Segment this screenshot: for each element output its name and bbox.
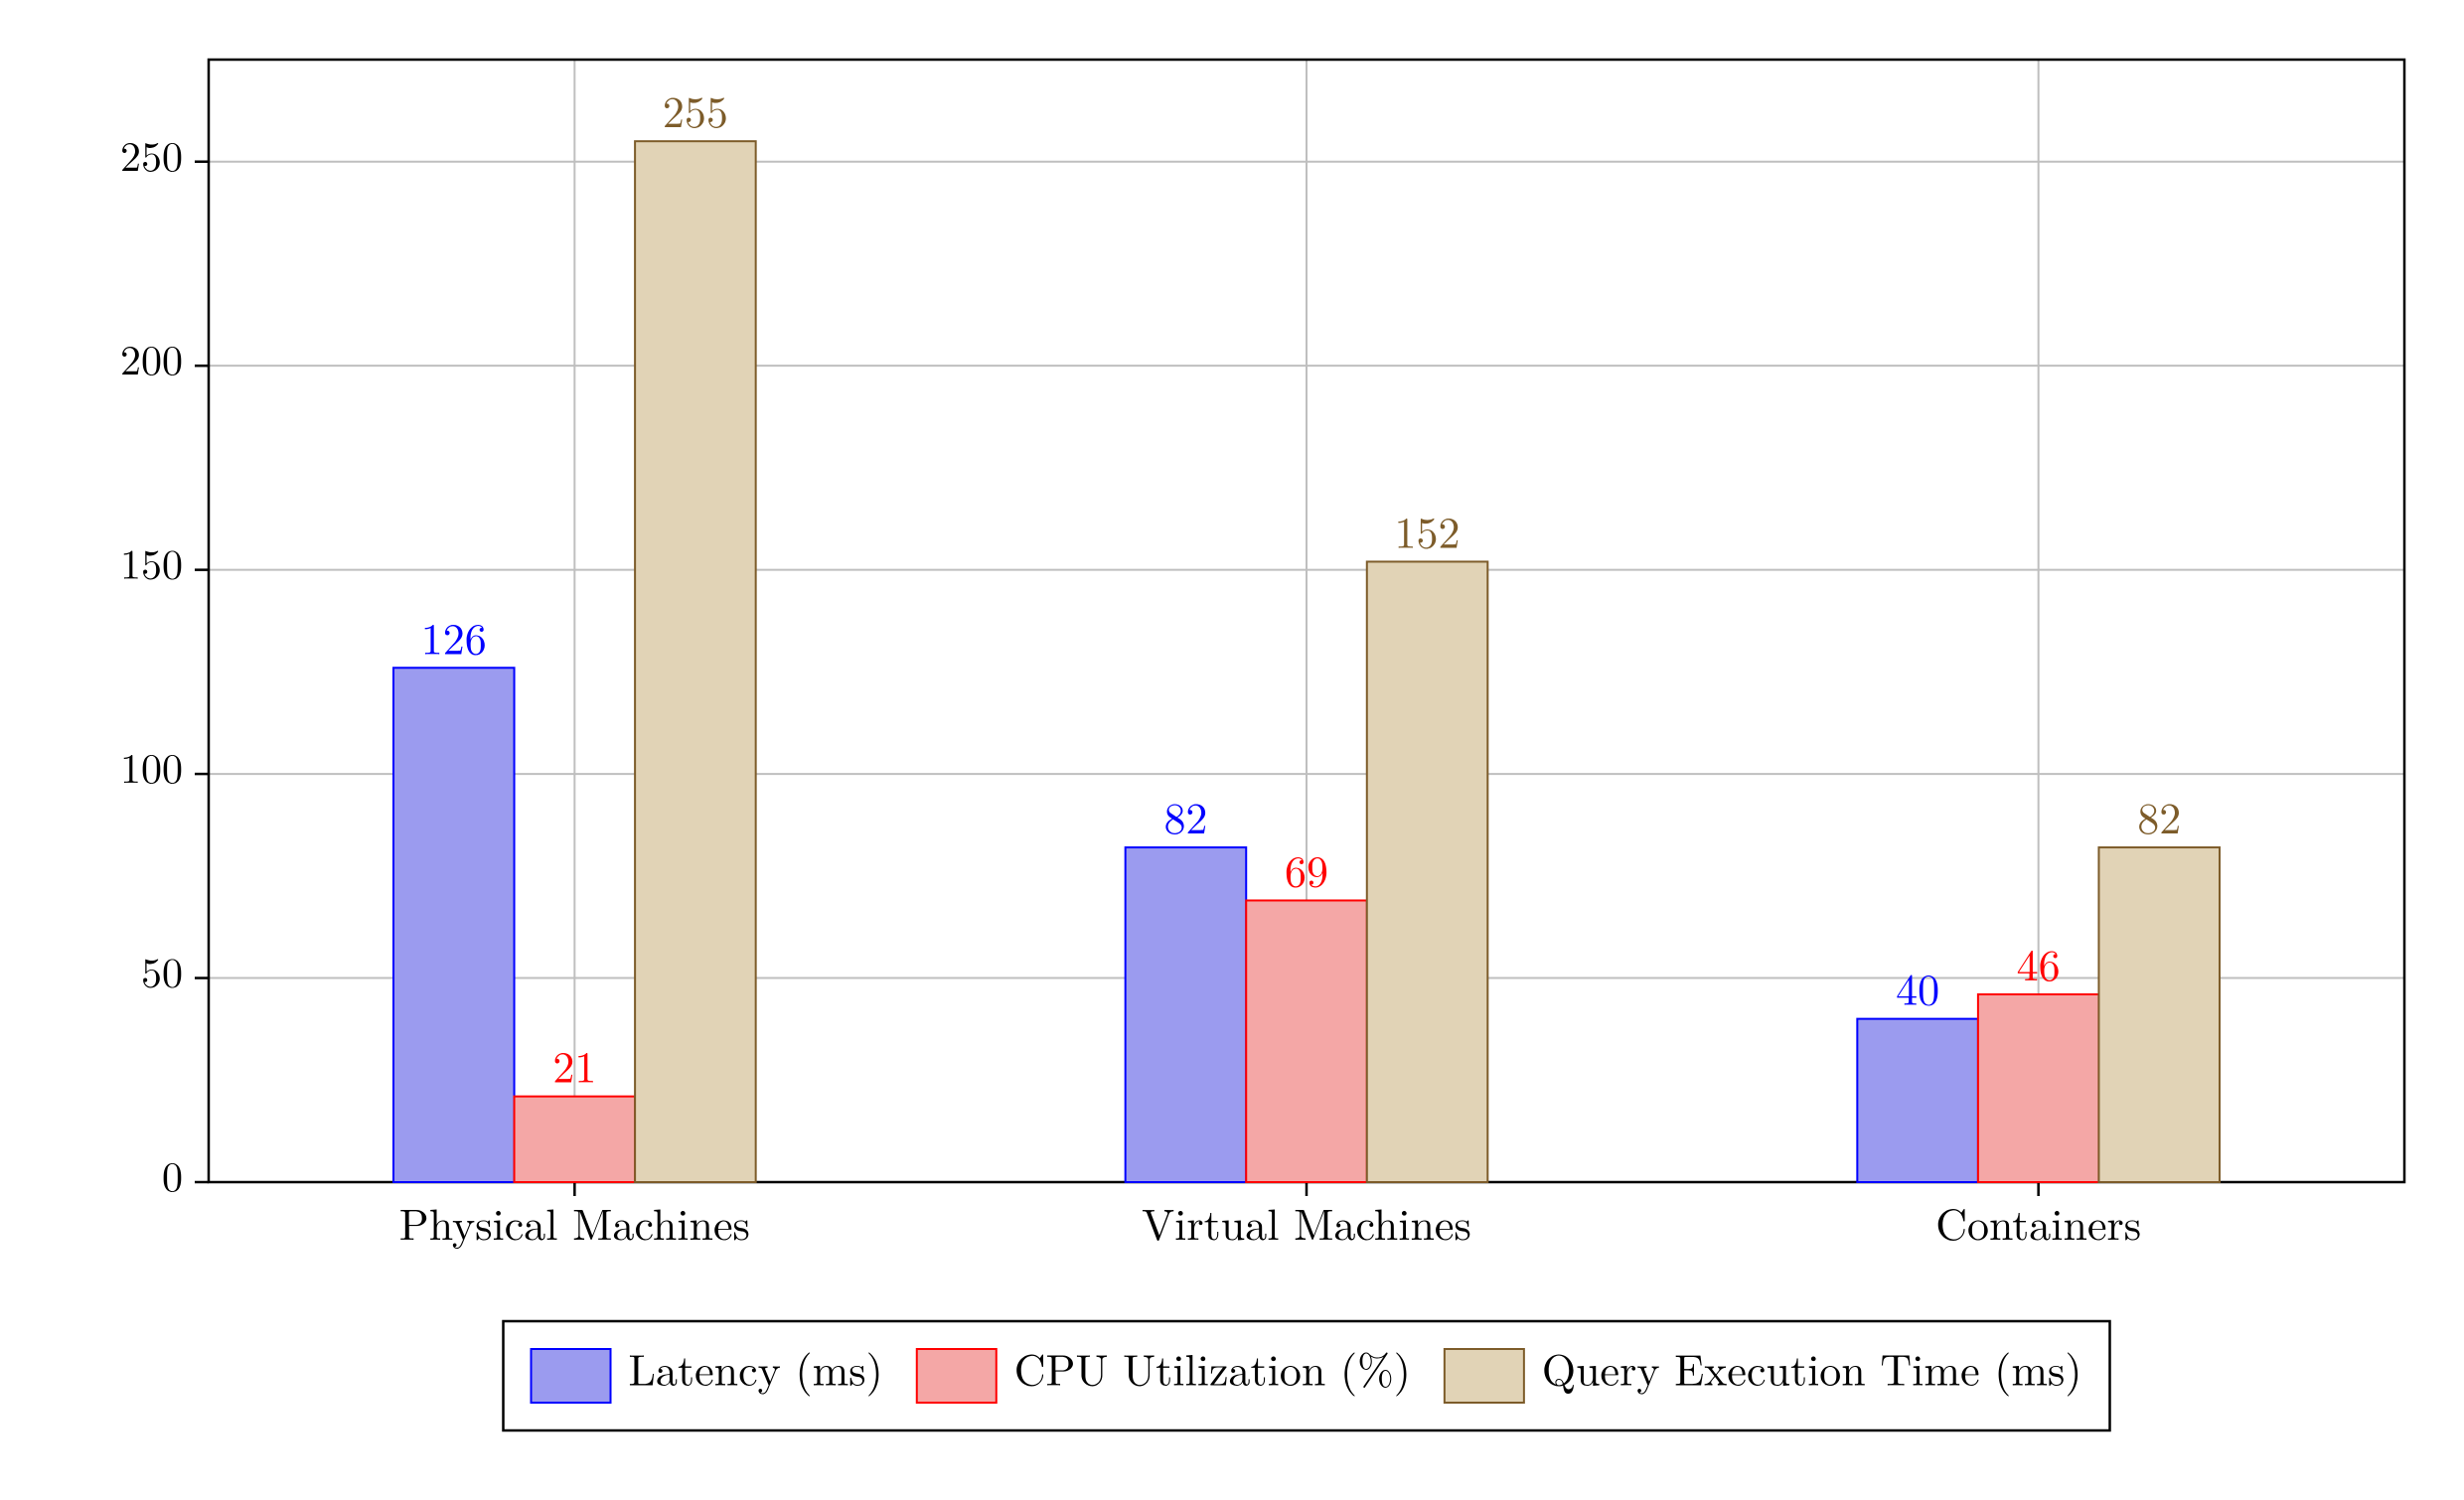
y-tick-label: 200 bbox=[120, 329, 183, 387]
x-category-label: Virtual Machines bbox=[1142, 1190, 1471, 1253]
bar bbox=[1367, 561, 1488, 1182]
bar-value-label: 46 bbox=[2017, 931, 2061, 993]
bar-value-label: 69 bbox=[1285, 836, 1328, 899]
bar-value-label: 126 bbox=[421, 604, 487, 667]
legend-swatch bbox=[1445, 1349, 1524, 1403]
bar bbox=[1246, 900, 1367, 1182]
legend-label: Query Execution Time (ms) bbox=[1542, 1335, 2082, 1398]
bar-value-label: 21 bbox=[552, 1033, 596, 1096]
bar-value-label: 152 bbox=[1395, 498, 1461, 560]
legend-swatch bbox=[917, 1349, 997, 1403]
legend-swatch bbox=[532, 1349, 611, 1403]
legend-label: CPU Utilization (%) bbox=[1014, 1335, 1411, 1398]
bar bbox=[1857, 1019, 1978, 1182]
bar-value-label: 82 bbox=[2137, 784, 2181, 846]
y-tick-label: 0 bbox=[162, 1145, 183, 1204]
bar bbox=[1126, 847, 1247, 1182]
bar-value-label: 40 bbox=[1896, 956, 1939, 1018]
x-category-label: Containers bbox=[1935, 1190, 2141, 1253]
y-tick-label: 50 bbox=[141, 942, 183, 1000]
bar bbox=[635, 141, 756, 1182]
bar bbox=[2098, 847, 2220, 1182]
bar-value-label: 82 bbox=[1163, 784, 1207, 846]
legend: Latency (ms) CPU Utilization (%) Query Exe… bbox=[504, 1321, 2110, 1430]
bar bbox=[393, 668, 515, 1182]
y-tick-label: 150 bbox=[120, 533, 183, 592]
y-tick-label: 250 bbox=[120, 125, 183, 184]
legend-label: Latency (ms) bbox=[629, 1335, 883, 1398]
y-tick-label: 100 bbox=[120, 737, 183, 796]
bar-value-label: 255 bbox=[663, 77, 728, 140]
chart-container: 0 50 100 150 200 250 Physical Machines Virtual … bbox=[0, 0, 2464, 1500]
x-category-label: Physical Machines bbox=[399, 1190, 750, 1253]
bar-chart: 0 50 100 150 200 250 Physical Machines Virtual … bbox=[0, 0, 2464, 1500]
bar bbox=[515, 1097, 636, 1182]
bar bbox=[1978, 994, 2099, 1182]
